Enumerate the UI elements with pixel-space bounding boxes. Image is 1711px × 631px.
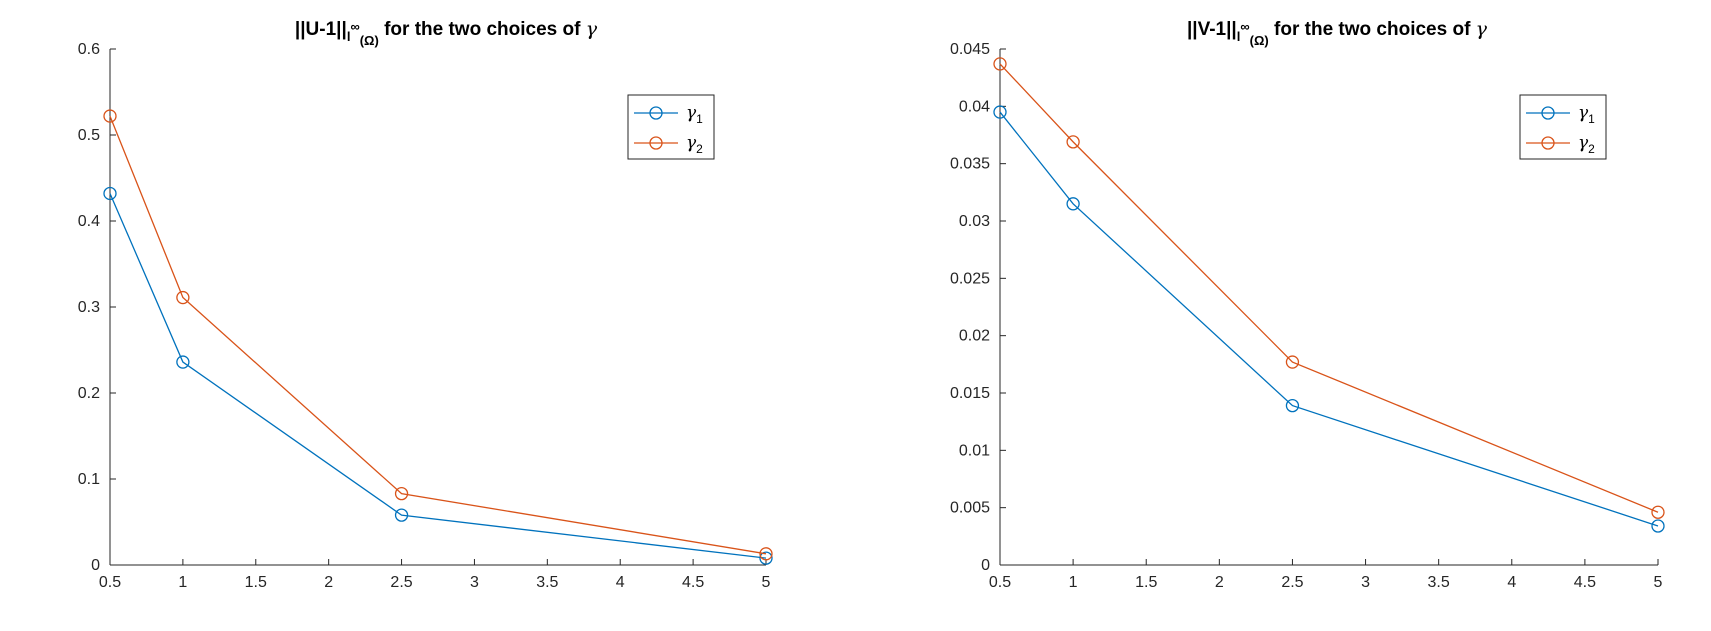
data-point-γ1 (1066, 197, 1080, 211)
data-point-γ1 (394, 508, 409, 522)
y-tick-label: 0.6 (78, 41, 100, 58)
y-tick-label: 0.1 (78, 471, 100, 488)
data-point-γ2 (103, 109, 117, 123)
legend-swatch-marker (1541, 106, 1555, 120)
x-tick-label: 3.5 (1428, 574, 1450, 591)
x-tick-label: 2 (1215, 574, 1224, 591)
x-tick-label: 1 (178, 574, 187, 591)
y-tick-label: 0.3 (78, 299, 100, 316)
title-main: ||U-1|| (295, 19, 347, 40)
data-point-γ1 (1651, 519, 1665, 533)
x-tick-label: 3 (470, 574, 479, 591)
series-line-γ1 (999, 111, 1659, 527)
y-tick-label: 0.03 (959, 213, 990, 230)
x-tick-label: 1.5 (245, 574, 267, 591)
data-point-γ2 (1285, 355, 1300, 369)
data-point-γ2 (1066, 135, 1080, 149)
data-point-γ2 (759, 547, 773, 561)
title-rest: for the two choices of (1269, 19, 1476, 40)
title-subscript-domain: (Ω) (1250, 33, 1269, 48)
title-superscript: ∞ (1240, 19, 1249, 34)
legend-subscript: 2 (1588, 142, 1595, 156)
legend-symbol: γ (1578, 103, 1589, 123)
legend-label-γ2: γ2 (686, 133, 703, 156)
series-line-γ1 (109, 193, 767, 559)
y-tick-label: 0.045 (950, 41, 990, 58)
title-main: ||V-1|| (1187, 19, 1237, 40)
y-tick-label: 0 (981, 557, 990, 574)
legend-box (1519, 94, 1607, 160)
legend-label-γ1: γ1 (686, 103, 703, 126)
legend-swatch-marker (649, 106, 663, 120)
chart-v-error: 0.5 1 1.5 2 2.5 3 3.5 4 4.5 5 0 0.005 0.01 0.015 0.02 0… (950, 18, 1665, 591)
x-tick-label: 4 (1507, 574, 1516, 591)
x-tick-label: 4.5 (1574, 574, 1596, 591)
series-line-γ2 (109, 115, 767, 555)
x-tick-label: 0.5 (989, 574, 1011, 591)
y-tick-label: 0.025 (950, 270, 990, 287)
legend-label-γ1: γ1 (1578, 103, 1595, 126)
legend-swatch-marker (649, 136, 663, 150)
legend-symbol: γ (686, 133, 697, 153)
x-tick-label: 3 (1361, 574, 1370, 591)
x-tick-label: 2.5 (390, 574, 412, 591)
title-symbol: γ (586, 18, 598, 40)
data-point-γ1 (993, 105, 1007, 119)
data-point-γ1 (1285, 398, 1300, 413)
data-point-γ2 (394, 486, 409, 501)
x-tick-label: 4 (616, 574, 625, 591)
x-tick-label: 2.5 (1281, 574, 1303, 591)
legend-symbol: γ (1578, 133, 1589, 153)
x-tick-label: 5 (1654, 574, 1663, 591)
x-tick-label: 1 (1069, 574, 1078, 591)
title-symbol: γ (1476, 18, 1488, 40)
data-point-γ2 (1651, 505, 1665, 519)
y-tick-label: 0.005 (950, 500, 990, 517)
y-tick-label: 0.5 (78, 127, 100, 144)
legend-subscript: 1 (1588, 112, 1595, 126)
legend-swatch-marker (1541, 136, 1555, 150)
chart-u-error: 0.5 1 1.5 2 2.5 3 3.5 4 4.5 5 0 0.1 0.2 0.3 0.4 0.5 0.6 |… (78, 18, 773, 591)
y-tick-label: 0.015 (950, 385, 990, 402)
legend-subscript: 2 (696, 142, 703, 156)
title-superscript: ∞ (350, 19, 359, 34)
chart-title: ||V-1||l∞(Ω) for the two choices of γ (1187, 18, 1488, 48)
legend-box (627, 94, 715, 160)
data-point-γ1 (176, 355, 190, 369)
title-subscript: l (1237, 29, 1241, 44)
title-subscript-domain: (Ω) (360, 33, 379, 48)
data-point-γ2 (993, 57, 1007, 71)
y-tick-label: 0.2 (78, 385, 100, 402)
series-line-γ2 (999, 63, 1659, 513)
y-tick-label: 0.4 (78, 213, 100, 230)
data-point-γ1 (759, 551, 773, 565)
legend-label-γ2: γ2 (1578, 133, 1595, 156)
x-tick-label: 4.5 (682, 574, 704, 591)
legend-subscript: 1 (696, 112, 703, 126)
y-tick-label: 0.02 (959, 328, 990, 345)
y-tick-label: 0.01 (959, 442, 990, 459)
x-tick-label: 1.5 (1135, 574, 1157, 591)
data-point-γ2 (176, 290, 190, 305)
x-tick-label: 5 (762, 574, 771, 591)
x-tick-label: 3.5 (536, 574, 558, 591)
title-rest: for the two choices of (379, 19, 586, 40)
legend-symbol: γ (686, 103, 697, 123)
title-subscript: l (347, 29, 351, 44)
x-tick-label: 2 (324, 574, 333, 591)
y-tick-label: 0.035 (950, 156, 990, 173)
chart-title: ||U-1||l∞(Ω) for the two choices of γ (295, 18, 598, 48)
x-tick-label: 0.5 (99, 574, 121, 591)
data-point-γ1 (103, 186, 117, 201)
y-tick-label: 0.04 (959, 98, 990, 115)
y-tick-label: 0 (91, 557, 100, 574)
